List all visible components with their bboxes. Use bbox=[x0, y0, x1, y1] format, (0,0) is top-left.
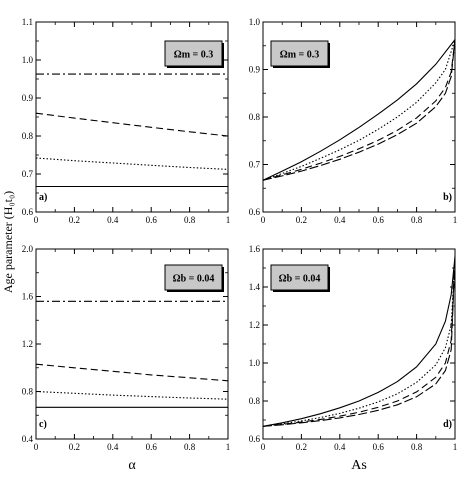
x-tick-label: 0.8 bbox=[184, 442, 196, 452]
annotation-text: Ωm = 0.3 bbox=[174, 50, 214, 61]
y-tick-label: 0.6 bbox=[249, 434, 261, 444]
figure-ylabel: Age parameter (H₀t₀) bbox=[1, 191, 15, 293]
x-tick-label: 0 bbox=[34, 215, 39, 225]
panel-1: 0 0.2 0.4 0.6 0.8 1 0.6 0.7 0.8 0.9 1.0 1.1 Ωm = 0.3… bbox=[22, 17, 231, 225]
x-tick-label: 0.4 bbox=[334, 442, 346, 452]
annotation-box bbox=[164, 264, 223, 291]
x-tick-label: 0.8 bbox=[411, 442, 423, 452]
series-line-dashed_long bbox=[262, 256, 456, 427]
y-tick-label: 1.2 bbox=[249, 320, 260, 330]
y-tick-label: 0.8 bbox=[249, 112, 261, 122]
x-tick-label: 0.2 bbox=[69, 442, 80, 452]
y-tick-label: 1.2 bbox=[22, 339, 33, 349]
y-tick-label: 0.7 bbox=[22, 169, 34, 179]
series-line-dashed bbox=[35, 363, 229, 382]
y-tick-label: 1.6 bbox=[249, 244, 261, 254]
x-axis-label: α bbox=[128, 458, 136, 473]
annotation-text: Ωb = 0.04 bbox=[173, 274, 215, 285]
x-tick-label: 0.2 bbox=[69, 215, 80, 225]
panel-2: 0 0.2 0.4 0.6 0.8 1 0.6 0.7 0.8 0.9 1.0 Ωm = 0.3 b) bbox=[249, 17, 458, 225]
y-tick-label: 0.8 bbox=[22, 387, 34, 397]
x-tick-label: 0.2 bbox=[296, 215, 307, 225]
y-tick-label: 0.4 bbox=[22, 434, 34, 444]
panel-label: c) bbox=[39, 419, 47, 430]
series-line-dotted bbox=[262, 256, 456, 427]
series-line-dotted bbox=[35, 157, 229, 170]
y-tick-label: 0.6 bbox=[249, 207, 261, 217]
panel-label: b) bbox=[443, 192, 452, 203]
x-tick-label: 1 bbox=[226, 442, 231, 452]
y-tick-label: 0.6 bbox=[22, 207, 34, 217]
x-tick-label: 1 bbox=[226, 215, 231, 225]
panel-label: d) bbox=[443, 419, 452, 430]
annotation-box bbox=[270, 264, 329, 291]
x-tick-label: 0.6 bbox=[373, 442, 385, 452]
panel-4: 0 0.2 0.4 0.6 0.8 1 0.6 0.8 1.0 1.2 1.4 1.6 Ωb = 0.0… bbox=[249, 244, 458, 473]
y-tick-label: 0.9 bbox=[249, 65, 261, 75]
x-tick-label: 0.6 bbox=[373, 215, 385, 225]
x-tick-label: 0.6 bbox=[146, 442, 158, 452]
annotation-text: Ωb = 0.04 bbox=[279, 274, 321, 285]
y-tick-label: 1.0 bbox=[249, 17, 261, 27]
y-tick-label: 0.9 bbox=[22, 93, 34, 103]
x-tick-label: 0.2 bbox=[296, 442, 307, 452]
x-tick-label: 0.8 bbox=[411, 215, 423, 225]
annotation-box bbox=[270, 40, 329, 67]
annotation-text: Ωm = 0.3 bbox=[280, 50, 320, 61]
y-tick-label: 1.6 bbox=[22, 292, 34, 302]
x-tick-label: 0.4 bbox=[334, 215, 346, 225]
x-tick-label: 0 bbox=[34, 442, 39, 452]
series-line-dotted bbox=[35, 390, 229, 400]
series-line-dashed bbox=[262, 39, 456, 181]
series-line-dashed bbox=[35, 112, 229, 137]
y-tick-label: 1.0 bbox=[22, 55, 34, 65]
series-line-solid bbox=[262, 39, 456, 181]
y-tick-label: 1.4 bbox=[249, 282, 261, 292]
x-tick-label: 0 bbox=[261, 215, 266, 225]
y-tick-label: 1.0 bbox=[249, 358, 261, 368]
panel-3: 0 0.2 0.4 0.6 0.8 1 0.4 0.8 1.2 1.6 2.0 Ωb = 0.04 c)… bbox=[22, 244, 231, 473]
x-axis-label: As bbox=[351, 458, 367, 473]
x-tick-label: 0 bbox=[261, 442, 266, 452]
annotation-box bbox=[164, 40, 223, 67]
y-tick-label: 0.8 bbox=[249, 396, 261, 406]
y-tick-label: 0.7 bbox=[249, 160, 261, 170]
series-line-solid bbox=[262, 256, 456, 427]
y-tick-label: 1.1 bbox=[22, 17, 33, 27]
x-tick-label: 0.6 bbox=[146, 215, 158, 225]
x-tick-label: 1 bbox=[453, 215, 458, 225]
panel-label: a) bbox=[39, 192, 47, 203]
series-line-dashed_long bbox=[262, 39, 456, 181]
x-tick-label: 0.8 bbox=[184, 215, 196, 225]
x-tick-label: 0.4 bbox=[107, 442, 119, 452]
y-tick-label: 0.8 bbox=[22, 131, 34, 141]
x-tick-label: 1 bbox=[453, 442, 458, 452]
series-line-dotted bbox=[262, 39, 456, 181]
x-tick-label: 0.4 bbox=[107, 215, 119, 225]
y-tick-label: 2.0 bbox=[22, 244, 34, 254]
series-line-dashed bbox=[262, 256, 456, 427]
